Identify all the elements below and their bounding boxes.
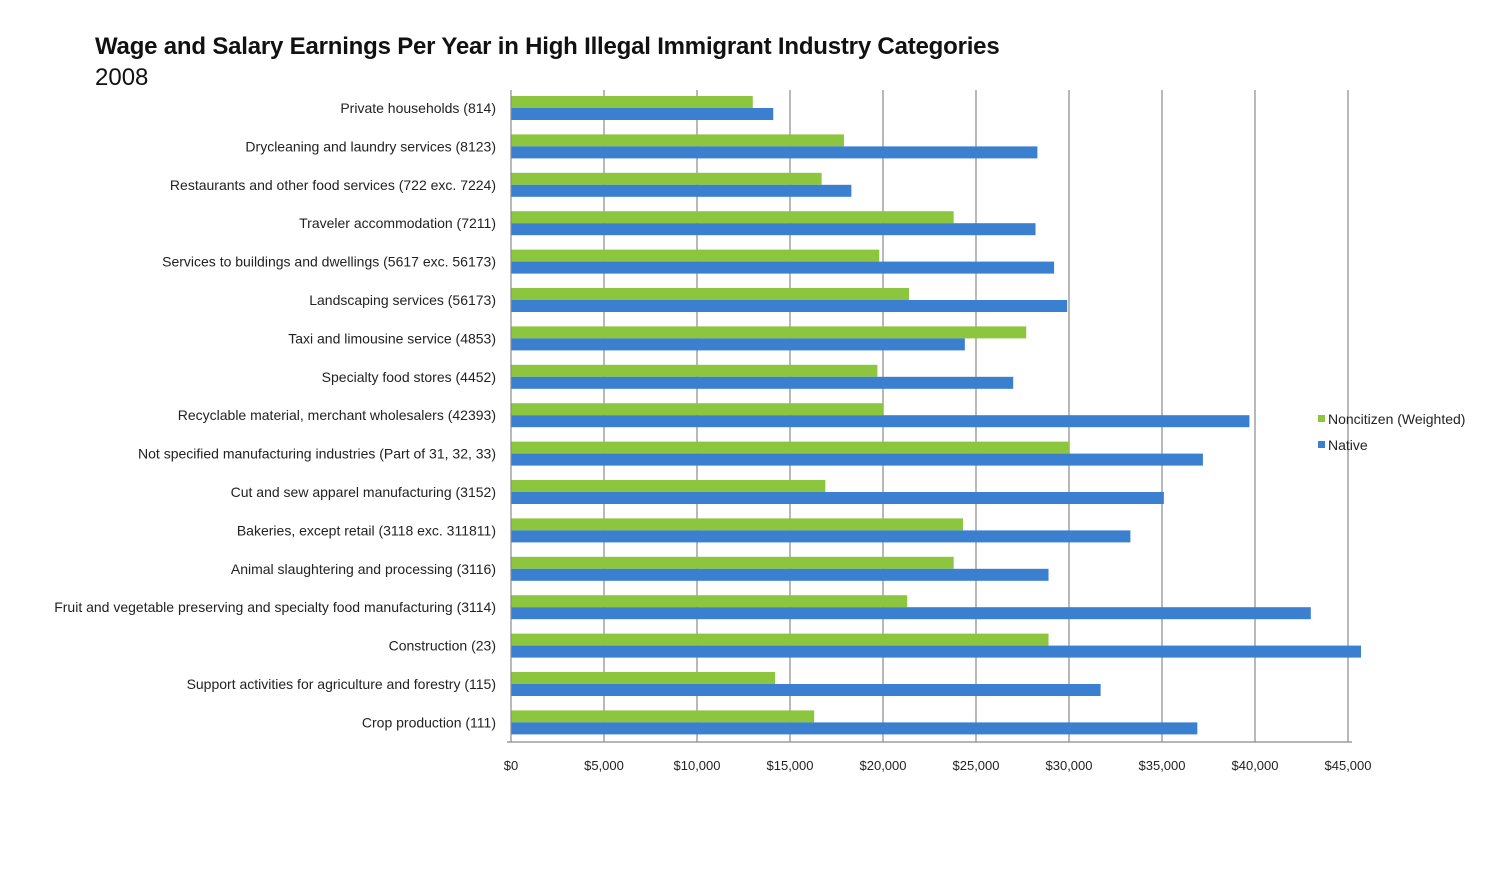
x-tick-labels: $0 $5,000 $10,000 $15,000 $20,000 $25,000 $30,… [504,758,1372,773]
category-label: Traveler accommodation (7211) [299,215,496,231]
bar-noncitizen [511,595,908,608]
bar-noncitizen [511,403,883,416]
legend-label-native: Native [1328,437,1368,453]
category-label: Restaurants and other food services (722… [170,177,496,193]
bar-native [511,146,1038,159]
category-label: Bakeries, except retail (3118 exc. 31181… [237,522,496,538]
bar-noncitizen [511,556,954,569]
bars [511,96,1362,735]
category-label: Animal slaughtering and processing (3116… [231,561,496,577]
category-label: Landscaping services (56173) [309,292,496,308]
legend-label-noncitizen: Noncitizen (Weighted) [1328,411,1465,427]
bar-noncitizen [511,249,880,262]
legend: Noncitizen (Weighted) Native [1318,411,1465,453]
category-label: Recyclable material, merchant wholesaler… [178,407,496,423]
bar-native [511,376,1014,389]
legend-swatch-noncitizen [1318,415,1325,422]
x-tick-label: $30,000 [1046,758,1093,773]
bar-noncitizen [511,633,1049,646]
bar-native [511,184,852,197]
category-label: Cut and sew apparel manufacturing (3152) [231,484,496,500]
bar-noncitizen [511,326,1027,339]
legend-swatch-native [1318,441,1325,448]
x-tick-label: $35,000 [1139,758,1186,773]
bar-native [511,492,1164,504]
x-tick-label: $20,000 [860,758,907,773]
bar-noncitizen [511,710,815,723]
bar-noncitizen [511,672,776,684]
x-tick-label: $0 [504,758,518,773]
bar-noncitizen [511,288,910,300]
bar-noncitizen [511,441,1069,454]
x-tick-label: $5,000 [584,758,624,773]
category-label: Not specified manufacturing industries (… [138,446,496,462]
bar-noncitizen [511,134,844,147]
category-label: Private households (814) [340,100,496,116]
bar-native [511,415,1250,428]
bar-noncitizen [511,172,822,185]
category-label: Crop production (111) [362,714,496,730]
bar-noncitizen [511,364,878,377]
bar-native [511,530,1131,543]
bar-native [511,108,774,120]
bar-noncitizen [511,211,954,224]
category-label: Specialty food stores (4452) [322,369,496,385]
x-tick-label: $40,000 [1232,758,1279,773]
category-label: Drycleaning and laundry services (8123) [245,138,496,154]
bar-native [511,645,1362,658]
category-label: Construction (23) [389,638,496,654]
bar-native [511,722,1198,735]
bar-native [511,223,1036,236]
category-label: Support activities for agriculture and f… [187,676,496,692]
axes [507,90,1352,743]
category-label: Taxi and limousine service (4853) [288,330,496,346]
x-tick-label: $45,000 [1325,758,1372,773]
bar-native [511,300,1068,312]
category-labels: Private households (814) Drycleaning and … [54,100,496,730]
bar-native [511,338,965,351]
bar-noncitizen [511,480,826,492]
category-label: Fruit and vegetable preserving and speci… [54,599,496,615]
x-tick-label: $15,000 [767,758,814,773]
bar-native [511,684,1101,696]
bar-noncitizen [511,518,963,531]
bar-native [511,568,1049,581]
x-tick-label: $25,000 [953,758,1000,773]
x-tick-label: $10,000 [674,758,721,773]
category-label: Services to buildings and dwellings (561… [162,254,496,270]
bar-noncitizen [511,96,753,108]
chart-title: Wage and Salary Earnings Per Year in Hig… [95,33,1000,60]
chart-subtitle: 2008 [95,64,149,91]
bar-native [511,453,1203,466]
bar-native [511,261,1055,274]
bar-native [511,607,1311,620]
